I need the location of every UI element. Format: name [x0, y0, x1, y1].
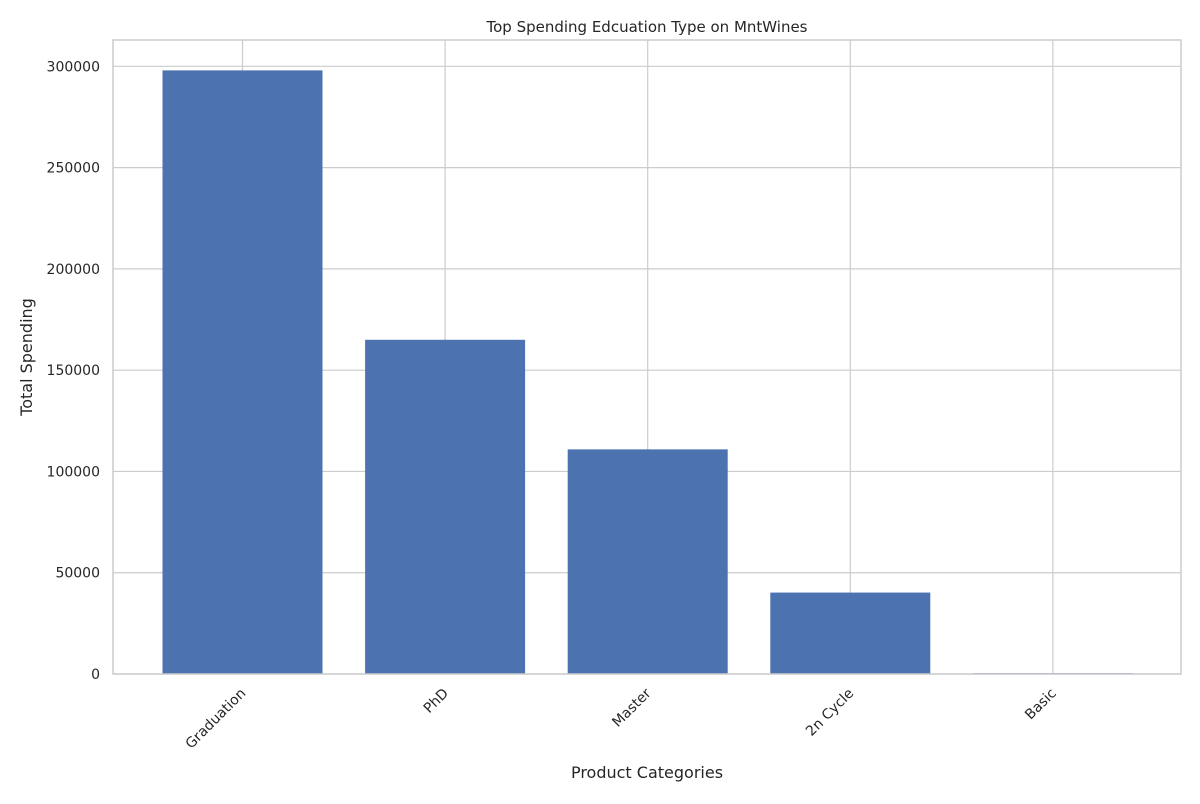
- y-tick-label: 250000: [47, 161, 100, 177]
- y-tick-label: 150000: [47, 363, 100, 379]
- x-tick-label: Basic: [1022, 686, 1060, 724]
- chart-title: Top Spending Edcuation Type on MntWines: [485, 18, 807, 36]
- y-tick-label: 0: [91, 667, 100, 683]
- y-tick-label: 200000: [47, 262, 100, 278]
- x-axis-label: Product Categories: [571, 763, 723, 782]
- x-tick-label: Graduation: [183, 686, 250, 753]
- y-tick-label: 50000: [55, 566, 100, 582]
- plot-frame: [112, 39, 1182, 675]
- x-tick-label: 2n Cycle: [803, 686, 857, 740]
- x-tick-labels: Graduation PhD Master 2n Cycle Basic: [183, 685, 1060, 752]
- bar-phd: [365, 339, 526, 674]
- y-tick-label: 300000: [47, 59, 100, 75]
- y-tick-labels: 0 50000 100000 150000 200000 250000 300000: [47, 59, 100, 683]
- y-tick-label: 100000: [47, 464, 100, 480]
- bar-2n-cycle: [770, 592, 931, 674]
- bar-master: [567, 449, 728, 674]
- bars: [162, 70, 1133, 675]
- x-tick-label: PhD: [421, 686, 452, 717]
- bar-graduation: [162, 70, 323, 675]
- x-tick-label: Master: [609, 685, 654, 730]
- y-axis-label: Total Spending: [17, 298, 36, 417]
